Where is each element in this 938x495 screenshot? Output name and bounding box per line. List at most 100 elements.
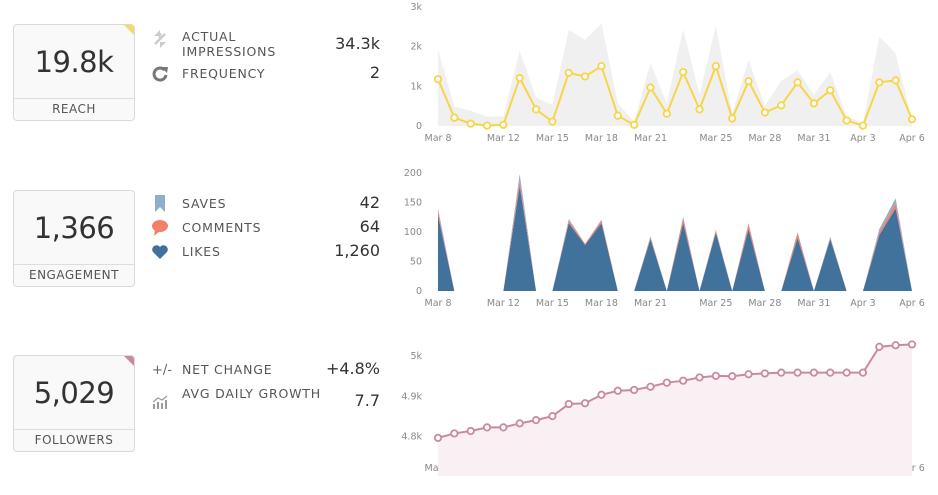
data-point	[531, 105, 541, 114]
data-point	[891, 76, 900, 85]
metric-label: COMMENTS	[182, 220, 262, 235]
reach-card: 19.8k REACH	[13, 24, 135, 121]
data-point	[433, 433, 443, 442]
y-tick-label: 4.8k	[401, 432, 422, 443]
data-point	[793, 78, 802, 87]
data-point	[760, 108, 769, 117]
data-point	[842, 368, 851, 377]
x-tick-label: Mar 21	[634, 298, 667, 309]
data-point	[597, 62, 606, 71]
metric-value: 64	[359, 217, 380, 236]
data-point	[679, 376, 688, 385]
metric-label: ACTUAL IMPRESSIONS	[182, 29, 277, 59]
data-point	[450, 113, 459, 122]
data-point	[793, 368, 802, 377]
data-point	[466, 119, 475, 128]
heart-icon	[150, 242, 170, 262]
y-tick-label: 1k	[410, 81, 422, 92]
y-tick-label: 0	[416, 286, 422, 297]
data-point	[433, 75, 443, 84]
data-point	[482, 121, 492, 130]
metric-saves: SAVES 42	[150, 194, 380, 214]
metric-value: 7.7	[354, 391, 380, 410]
data-point	[581, 72, 590, 81]
y-tick-label: 200	[404, 168, 422, 179]
data-point	[466, 426, 475, 436]
x-tick-label: Mar 12	[487, 133, 520, 144]
metric-avg-daily-growth: AVG DAILY GROWTH 7.7	[150, 386, 380, 412]
data-point	[548, 117, 557, 126]
data-point	[597, 390, 606, 399]
metric-comments: COMMENTS 64	[150, 218, 380, 238]
data-point	[858, 368, 868, 377]
x-tick-label: Mar 28	[748, 133, 781, 144]
data-point	[646, 382, 655, 391]
plus-minus-icon: +/-	[152, 362, 172, 378]
data-point	[760, 369, 769, 378]
data-point	[777, 101, 786, 110]
x-tick-label: Apr 6	[899, 298, 925, 309]
x-tick-label: Mar 8	[425, 298, 452, 309]
data-point	[662, 109, 671, 118]
engagement-card: 1,366 ENGAGEMENT	[13, 190, 135, 287]
data-point	[907, 340, 917, 349]
x-tick-label: Apr 6	[899, 133, 925, 144]
metric-value: 2	[369, 63, 380, 82]
y-tick-label: 0	[416, 121, 422, 132]
speech-bubble-icon	[150, 218, 170, 238]
metric-value: 42	[359, 193, 380, 212]
engagement-chart: 0 50 100 150 200 Mar 8 Mar 12 Mar 15 Mar 18 Mar 2…	[404, 168, 925, 309]
y-tick-label: 4.9k	[401, 391, 422, 402]
data-point	[875, 78, 884, 87]
x-tick-label: Mar 12	[487, 298, 520, 309]
series-line	[437, 63, 913, 127]
x-tick-label: Mar 18	[585, 133, 618, 144]
metric-label: LIKES	[182, 244, 221, 259]
data-point	[744, 77, 753, 86]
data-point	[875, 342, 884, 351]
followers-corner-marker	[124, 356, 134, 366]
x-tick-label: Mar 8	[425, 133, 452, 144]
data-point	[548, 412, 557, 421]
metric-actual-impressions: ACTUAL IMPRESSIONS 34.3k	[150, 29, 380, 59]
data-point	[679, 67, 688, 77]
data-point	[826, 86, 835, 95]
data-point	[662, 378, 671, 387]
data-point	[809, 368, 819, 377]
data-point	[613, 111, 622, 120]
metric-net-change: +/- NET CHANGE +4.8%	[150, 360, 380, 380]
data-point	[630, 385, 639, 395]
x-tick-label: Mar 31	[797, 298, 830, 309]
reach-label: REACH	[14, 98, 134, 120]
refresh-icon	[150, 64, 170, 84]
x-tick-label: Apr 3	[850, 298, 876, 309]
metric-value: 1,260	[334, 241, 380, 260]
y-tick-label: 5k	[410, 351, 422, 362]
data-point	[531, 416, 541, 425]
engagement-label: ENGAGEMENT	[14, 264, 134, 286]
data-point	[858, 121, 868, 130]
impressions-reach-chart: 0 1k 2k 3k Mar 8 Mar 12 Mar 15 Mar 18 Mar 21 Mar …	[410, 2, 925, 144]
series-area	[438, 344, 912, 476]
data-point	[809, 99, 819, 108]
x-tick-label: Mar 25	[699, 133, 732, 144]
data-point	[842, 116, 851, 125]
x-tick-label: Mar 15	[536, 298, 569, 309]
data-point	[646, 83, 655, 92]
x-tick-label: Mar 31	[797, 133, 830, 144]
x-tick-label: Mar 25	[699, 298, 732, 309]
data-point	[744, 370, 753, 379]
x-tick-label: Mar 15	[536, 133, 569, 144]
data-point	[711, 62, 720, 71]
data-point	[907, 115, 917, 124]
data-point	[826, 368, 835, 377]
metric-label: FREQUENCY	[182, 66, 266, 81]
x-tick-label: Mar 18	[585, 298, 618, 309]
data-point	[564, 399, 573, 409]
metric-likes: LIKES 1,260	[150, 242, 380, 262]
data-point	[515, 73, 524, 83]
metric-frequency: FREQUENCY 2	[150, 64, 380, 84]
area-likes	[438, 185, 912, 291]
followers-value: 5,029	[33, 376, 115, 410]
